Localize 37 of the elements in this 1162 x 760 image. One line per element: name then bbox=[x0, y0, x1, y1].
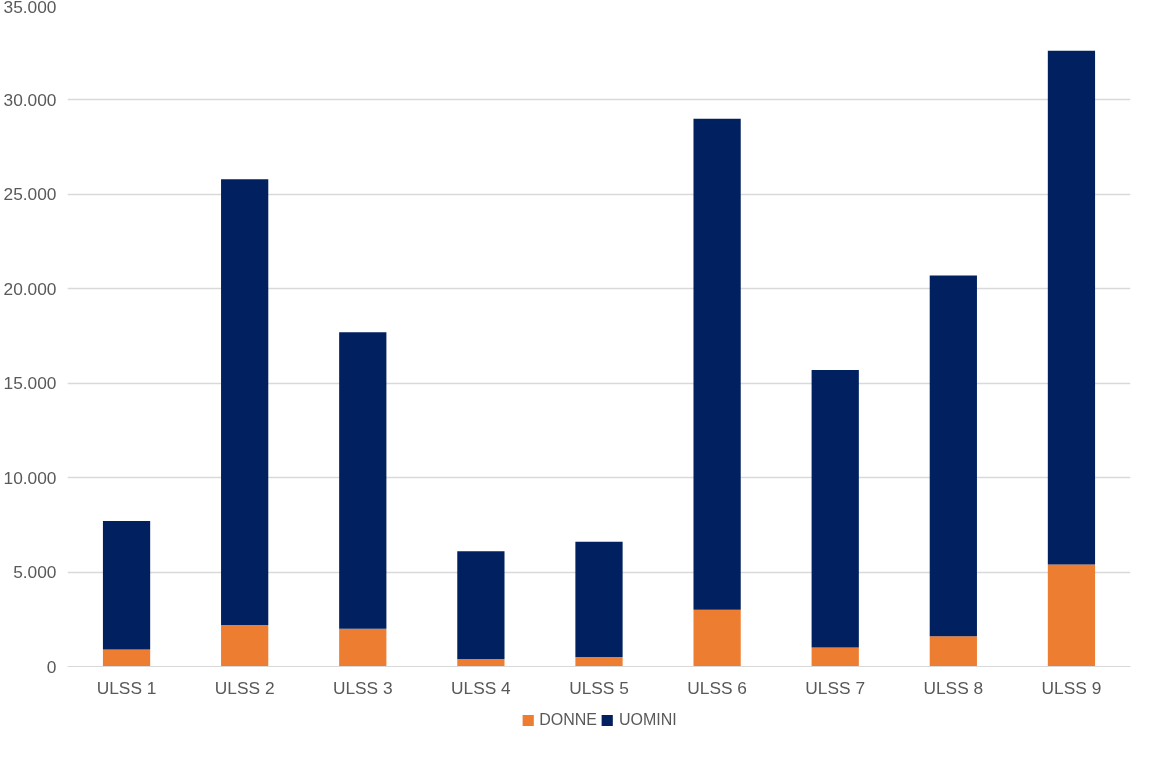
x-tick-label: ULSS 5 bbox=[569, 677, 629, 698]
y-tick-label: 0 bbox=[46, 656, 57, 677]
x-tick-label: ULSS 4 bbox=[451, 677, 512, 698]
bar bbox=[102, 521, 151, 650]
y-tick-label: 15.000 bbox=[3, 373, 57, 394]
x-tick-label: ULSS 1 bbox=[96, 677, 157, 698]
legend-label: DONNE bbox=[539, 711, 597, 729]
x-tick-label: ULSS 6 bbox=[687, 677, 747, 698]
bar bbox=[811, 369, 859, 648]
x-tick-label: ULSS 3 bbox=[332, 677, 393, 698]
x-tick-label: ULSS 8 bbox=[923, 677, 984, 698]
bar bbox=[929, 636, 977, 667]
x-tick-label: ULSS 2 bbox=[214, 677, 275, 698]
bar bbox=[575, 657, 623, 667]
legend-label: UOMINI bbox=[619, 711, 677, 729]
bar bbox=[575, 541, 623, 658]
bar bbox=[221, 179, 269, 625]
y-tick-label: 25.000 bbox=[3, 184, 57, 205]
bar bbox=[929, 275, 977, 637]
bar bbox=[221, 624, 269, 667]
x-tick-label: ULSS 7 bbox=[805, 677, 866, 698]
bar bbox=[811, 647, 859, 667]
bar bbox=[1047, 564, 1096, 667]
bar bbox=[693, 118, 741, 610]
y-tick-label: 35.000 bbox=[3, 0, 57, 17]
x-tick-label: ULSS 9 bbox=[1041, 677, 1102, 698]
y-tick-label: 5.000 bbox=[13, 562, 57, 583]
y-tick-label: 20.000 bbox=[3, 278, 57, 299]
bar bbox=[457, 658, 505, 667]
bar bbox=[457, 551, 505, 659]
bar bbox=[102, 649, 151, 667]
bar bbox=[339, 332, 387, 629]
bar bbox=[1047, 50, 1096, 565]
y-tick-label: 30.000 bbox=[3, 89, 57, 110]
bar bbox=[693, 609, 741, 667]
bar bbox=[339, 628, 387, 667]
y-tick-label: 10.000 bbox=[3, 467, 57, 488]
